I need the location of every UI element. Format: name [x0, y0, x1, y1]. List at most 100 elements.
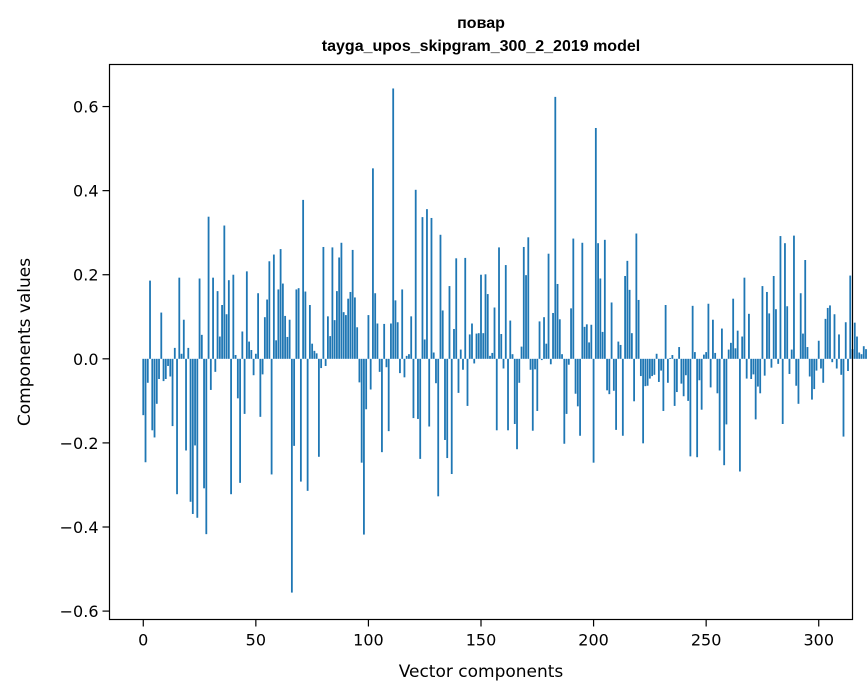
bar — [642, 358, 645, 444]
bar — [423, 339, 426, 359]
bar — [270, 358, 273, 475]
bar — [358, 358, 361, 383]
bar — [712, 319, 714, 359]
bar — [444, 358, 446, 440]
bar — [218, 336, 221, 359]
y-tick-label: 0.6 — [73, 98, 98, 117]
bar — [354, 297, 356, 359]
bar — [396, 322, 399, 359]
bar — [464, 257, 467, 359]
bar — [504, 265, 507, 359]
bar — [446, 358, 449, 459]
bar — [597, 243, 599, 359]
bar — [561, 354, 563, 359]
bar — [606, 358, 608, 391]
bar — [540, 358, 543, 361]
bar — [198, 278, 201, 359]
bar — [450, 358, 453, 475]
bar — [257, 293, 259, 359]
bar — [700, 358, 703, 410]
bar — [482, 333, 485, 359]
bar — [579, 358, 581, 436]
bar — [779, 236, 782, 359]
bar — [509, 320, 512, 359]
x-tick-label: 250 — [691, 631, 722, 650]
bar — [849, 275, 852, 359]
bar — [333, 320, 336, 359]
bar — [387, 358, 390, 432]
bar — [468, 334, 471, 359]
bar — [624, 275, 626, 359]
bar — [234, 355, 237, 359]
bar — [813, 358, 816, 390]
bar — [590, 324, 593, 359]
bar — [513, 358, 516, 424]
bar — [736, 330, 739, 359]
bar — [430, 217, 433, 359]
bar — [250, 349, 253, 359]
bar — [788, 358, 791, 374]
bar — [531, 358, 534, 431]
bar — [290, 358, 293, 593]
bar — [252, 358, 255, 376]
bar — [786, 306, 789, 359]
bar — [545, 343, 548, 359]
bar — [493, 307, 496, 359]
x-tick-label: 300 — [803, 631, 834, 650]
bar — [554, 96, 557, 359]
x-tick-label: 0 — [138, 631, 148, 650]
bar — [666, 358, 669, 383]
x-tick-label: 150 — [466, 631, 497, 650]
bar — [302, 199, 305, 359]
bar — [286, 336, 289, 359]
bar — [824, 318, 827, 359]
bar — [655, 353, 658, 359]
bar — [221, 305, 223, 359]
bar — [662, 358, 665, 411]
bar — [293, 358, 296, 446]
bar — [808, 358, 811, 377]
bar — [435, 358, 437, 384]
bar — [563, 358, 566, 444]
bar — [727, 349, 730, 359]
bar — [329, 336, 332, 359]
bar — [797, 358, 800, 404]
bar — [412, 358, 415, 419]
bar — [439, 234, 442, 359]
bar — [327, 316, 329, 359]
bar — [455, 258, 458, 359]
bar — [525, 275, 527, 359]
bar — [768, 313, 771, 359]
bar — [158, 358, 160, 379]
bar — [675, 358, 678, 393]
bar — [365, 358, 368, 410]
x-tick-label: 50 — [246, 631, 266, 650]
bar — [254, 353, 257, 359]
bar — [200, 334, 203, 359]
bar — [484, 274, 487, 359]
bar — [547, 253, 550, 359]
bar — [414, 189, 417, 359]
bar — [822, 358, 825, 383]
bar — [844, 322, 847, 359]
bar — [320, 358, 323, 369]
bar — [151, 358, 154, 431]
bar — [610, 302, 613, 359]
bar — [394, 300, 397, 359]
y-tick-label: 0.0 — [73, 350, 98, 369]
bar — [173, 347, 176, 359]
bar — [527, 237, 530, 359]
bar — [646, 358, 649, 386]
bar — [538, 321, 541, 359]
bar — [304, 291, 307, 359]
bar — [153, 358, 156, 438]
bar — [817, 340, 820, 359]
bar — [635, 233, 638, 359]
bar — [763, 358, 766, 376]
bar — [277, 289, 280, 359]
bar — [594, 127, 597, 359]
bar — [486, 294, 489, 359]
bar — [306, 358, 309, 491]
bar — [583, 326, 586, 359]
bar — [336, 291, 338, 359]
